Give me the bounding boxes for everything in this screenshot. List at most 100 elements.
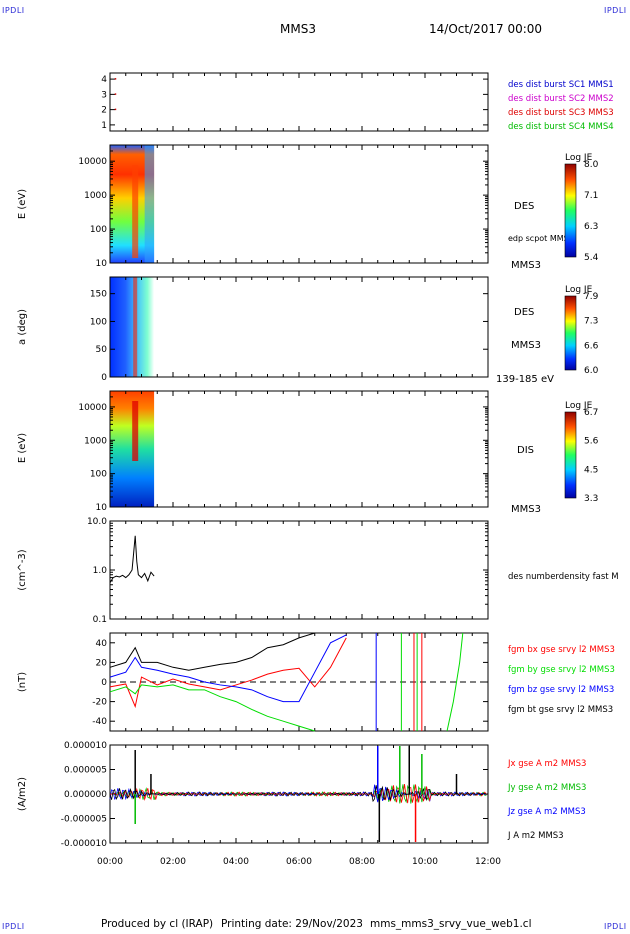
corner-label-top-right: IPDLI (604, 6, 627, 15)
des-energy-colorbar (564, 163, 577, 258)
des-pitch-instrument-label: DES (514, 307, 534, 318)
des-pitch-colorbar (564, 295, 577, 371)
current-legend-entry: Jy gse A m2 MMS3 (507, 783, 586, 793)
des-energy-y-tick-label: 10 (96, 259, 108, 269)
colorbar-tick-label: 7.3 (584, 317, 598, 327)
colorbar-title: Log JE (565, 153, 593, 163)
burst-y-tick-label: 4 (101, 75, 107, 85)
colorbar-tick-label: 6.0 (584, 366, 599, 376)
colorbar-title: Log JE (565, 285, 593, 295)
x-tick-label: 12:00 (475, 857, 501, 867)
current-y-tick-label: -0.000010 (61, 839, 107, 849)
des-energy-spacecraft-label: MMS3 (511, 260, 541, 271)
dis-energy-y-tick-label: 1000 (84, 436, 107, 446)
bfield-legend-entry: fgm bz gse srvy l2 MMS3 (508, 685, 614, 695)
des-pitch-y-tick-label: 150 (90, 290, 107, 300)
des-pitch-spike (133, 277, 138, 377)
x-tick-label: 08:00 (349, 857, 375, 867)
header-spacecraft: MMS3 (280, 22, 316, 36)
panel-dis-energy-frame (109, 390, 489, 508)
dis-energy-y-tick-label: 100 (90, 470, 107, 480)
des-pitch-y-tick-label: 50 (96, 345, 108, 355)
corner-label-top-left: IPDLI (2, 6, 25, 15)
colorbar-tick-label: 6.6 (584, 341, 599, 351)
bfield-series-line (109, 632, 331, 671)
current-y-tick-label: 0.000005 (64, 766, 107, 776)
colorbar-title: Log JE (565, 401, 593, 411)
density-y-tick-label: 1.0 (93, 566, 108, 576)
des-energy-y-tick-label: 1000 (84, 191, 107, 201)
dis-energy-spacecraft-label: MMS3 (511, 504, 541, 515)
density-series-line (109, 535, 155, 583)
density-y-tick-label: 10.0 (87, 517, 107, 527)
bfield-legend-entry: fgm bt gse srvy l2 MMS3 (508, 705, 613, 715)
x-tick-label: 02:00 (160, 857, 186, 867)
x-tick-label: 06:00 (286, 857, 312, 867)
current-series-line (109, 785, 487, 803)
bfield-y-tick-label: 40 (96, 639, 108, 649)
x-tick-label: 00:00 (97, 857, 123, 867)
current-y-tick-label: -0.000005 (61, 815, 107, 825)
bfield-y-tick-label: -20 (92, 698, 107, 708)
burst-legend-entry: des dist burst SC1 MMS1 (508, 80, 614, 90)
dis-energy-y-label: E (eV) (17, 433, 28, 463)
bfield-y-tick-label: 20 (96, 658, 108, 668)
panel-des-pitch-frame (109, 276, 489, 378)
colorbar-tick-label: 8.0 (584, 160, 599, 170)
bfield-y-label: (nT) (17, 672, 28, 692)
colorbar-tick-label: 5.4 (584, 253, 599, 263)
dis-energy-y-tick-label: 10000 (78, 403, 107, 413)
des-energy-instrument-label: DES (514, 201, 534, 212)
edp-scpot-label: edp scpot MMS3 (508, 234, 574, 243)
x-tick-label: 04:00 (223, 857, 249, 867)
des-pitch-spectrogram (110, 277, 155, 377)
bfield-late-by-line (446, 632, 464, 732)
bfield-y-tick-label: -40 (92, 717, 107, 727)
footer-file: mms_mms3_srvy_vue_web1.cl (370, 918, 532, 930)
colorbar-tick-label: 7.9 (584, 292, 599, 302)
bfield-y-tick-label: 0 (101, 678, 107, 688)
des-pitch-energy-band: 139-185 eV (496, 374, 554, 385)
x-tick-label: 10:00 (412, 857, 438, 867)
current-y-tick-label: 0.000010 (64, 741, 107, 751)
burst-legend-entry: des dist burst SC4 MMS4 (508, 122, 614, 132)
density-series-label: des numberdensity fast M (508, 572, 619, 582)
burst-data-point (114, 78, 117, 80)
burst-y-tick-label: 1 (101, 121, 107, 131)
header-date: 14/Oct/2017 00:00 (429, 22, 543, 36)
colorbar-tick-label: 5.6 (584, 437, 599, 447)
current-legend-entry: J A m2 MMS3 (507, 831, 564, 841)
burst-legend-entry: des dist burst SC3 MMS3 (508, 108, 614, 118)
bfield-legend-entry: fgm bx gse srvy l2 MMS3 (508, 645, 615, 655)
des-energy-y-tick-label: 100 (90, 225, 107, 235)
corner-label-bottom-left: IPDLI (2, 922, 25, 931)
burst-data-point (114, 93, 117, 95)
bfield-legend-entry: fgm by gse srvy l2 MMS3 (508, 665, 615, 675)
des-energy-spike (132, 165, 139, 258)
colorbar-tick-label: 3.3 (584, 494, 598, 504)
dis-energy-colorbar (564, 411, 577, 499)
current-legend-entry: Jx gse A m2 MMS3 (507, 759, 586, 769)
current-legend-entry: Jz gse A m2 MMS3 (507, 807, 586, 817)
current-y-label: (A/m2) (17, 777, 28, 811)
des-energy-fade (144, 145, 155, 263)
burst-legend-entry: des dist burst SC2 MMS2 (508, 94, 614, 104)
colorbar-tick-label: 4.5 (584, 465, 598, 475)
bfield-series-line (109, 684, 315, 732)
panel-burst-frame (109, 72, 489, 132)
dis-energy-instrument-label: DIS (517, 445, 534, 456)
des-pitch-y-label: a (deg) (17, 309, 28, 345)
bfield-series-line (109, 637, 347, 709)
des-pitch-spacecraft-label: MMS3 (511, 340, 541, 351)
footer-printed: Printing date: 29/Nov/2023 (221, 918, 363, 930)
des-pitch-y-tick-label: 0 (101, 373, 107, 383)
colorbar-tick-label: 6.3 (584, 222, 598, 232)
des-energy-y-label: E (eV) (17, 189, 28, 219)
des-energy-y-tick-label: 10000 (78, 157, 107, 167)
corner-label-bottom-right: IPDLI (604, 922, 627, 931)
dis-energy-y-tick-label: 10 (96, 503, 108, 513)
burst-y-tick-label: 3 (101, 90, 107, 100)
burst-y-tick-label: 2 (101, 106, 107, 116)
burst-data-point (114, 108, 117, 111)
